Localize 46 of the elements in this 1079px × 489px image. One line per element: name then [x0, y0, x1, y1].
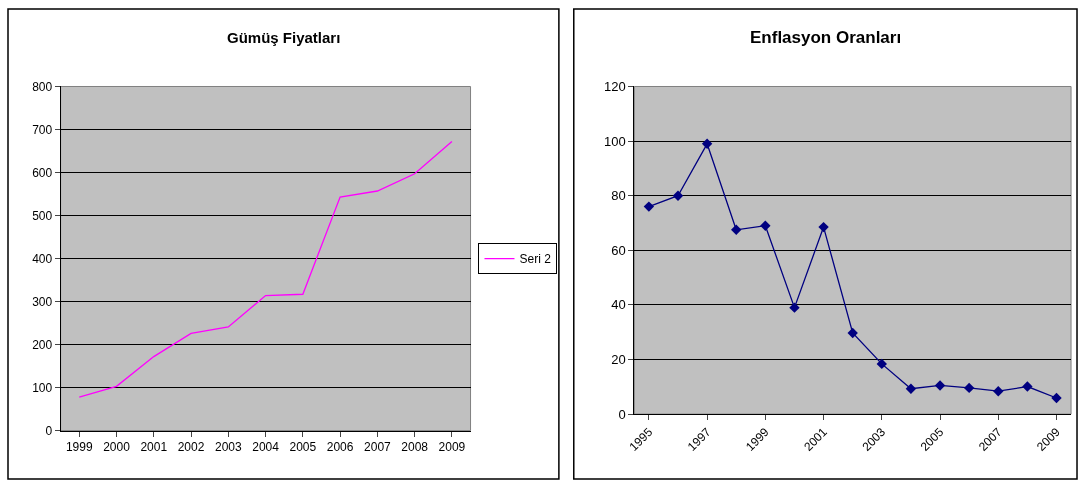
x-tick-label: 2001 [140, 440, 168, 454]
chart-title: Enflasyon Oranları [750, 28, 902, 47]
y-tick-label: 100 [32, 380, 53, 395]
y-tick-label: 500 [32, 208, 53, 223]
y-tick-label: 60 [611, 242, 626, 258]
x-tick-label: 2004 [252, 440, 280, 454]
y-tick-label: 20 [611, 352, 626, 368]
point [1022, 381, 1033, 392]
point [701, 138, 713, 150]
x-tick-label: 2002 [177, 440, 205, 454]
y-tick-label: 80 [611, 188, 626, 204]
x-tick-label: 1999 [65, 440, 93, 454]
x-tick-label: 2005 [289, 440, 317, 454]
point [934, 380, 946, 391]
point [672, 190, 684, 201]
point [818, 221, 829, 233]
point [789, 302, 800, 313]
point [847, 327, 858, 339]
x-tick-label: 2003 [214, 440, 242, 454]
point [1051, 392, 1062, 404]
chart-title: Gümüş Fiyatları [227, 29, 341, 46]
y-tick-label: 0 [618, 406, 626, 422]
y-tick-label: 300 [32, 294, 53, 309]
y-tick-label: 120 [604, 79, 626, 95]
y-tick-label: 100 [604, 133, 626, 149]
line-series [78, 140, 453, 398]
y-tick-label: 400 [32, 251, 53, 266]
y-tick-label: 600 [32, 165, 53, 180]
y-tick-label: 200 [32, 337, 53, 352]
point [993, 385, 1004, 397]
y-tick-label: 800 [32, 79, 53, 94]
y-tick-label: 40 [611, 297, 626, 313]
x-tick-label: 2006 [326, 440, 354, 454]
legend-label: Seri 2 [519, 252, 552, 267]
y-tick-label: 700 [32, 122, 53, 137]
point [643, 201, 655, 212]
point [905, 383, 917, 394]
x-tick-label: 2009 [438, 440, 466, 454]
x-tick-label: 2000 [103, 440, 131, 454]
point [731, 224, 742, 236]
x-tick-label: 2007 [364, 440, 392, 454]
point [760, 220, 771, 231]
point [963, 382, 975, 394]
point [876, 358, 887, 370]
y-tick-label: 0 [45, 423, 53, 438]
x-tick-label: 2008 [401, 440, 429, 454]
